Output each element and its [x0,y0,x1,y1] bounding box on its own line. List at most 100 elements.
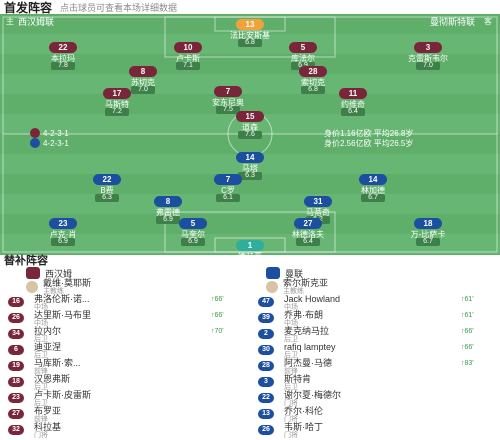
home-player[interactable]: 3 克雷斯韦尔 7.0 [395,42,461,72]
away-sub-item[interactable]: 26 韦斯·哈丁 门将 [256,423,496,439]
sub-position: 后卫 [284,352,298,359]
home-sub-item[interactable]: 19 马库斯·索... 前锋 [6,359,246,375]
home-player[interactable]: 28 索切克 6.8 [280,66,346,96]
player-name: 卢克·肖 [49,230,77,239]
away-crest-icon [30,138,40,148]
sub-position: 后卫 [34,400,48,407]
away-player[interactable]: 22 B费 6.3 [74,174,140,204]
player-rating: 6.4 [341,108,365,116]
shirt-number: 26 [258,425,274,435]
sub-name: 迪亚涅 [34,342,62,352]
shirt-number: 8 [129,66,157,77]
away-sub-item[interactable]: 2 麦克纳马拉 后卫 ↑66' [256,326,496,343]
sub-position: 中场 [284,320,298,327]
shirt-number: 22 [49,42,77,53]
home-player[interactable]: 15 道森 7.6 [217,111,283,141]
away-player[interactable]: 18 万-比萨卡 6.7 [395,218,461,248]
sub-minute: ↑61' [461,296,474,303]
home-crest-icon [26,267,40,279]
sub-name: 弗洛伦斯·诺... [34,294,90,304]
shirt-number: 13 [258,409,274,419]
sub-position: 后卫 [284,384,298,391]
sub-position: 后卫 [34,352,48,359]
home-player[interactable]: 22 本拉玛 7.8 [30,42,96,72]
away-crest-icon [266,267,280,279]
sub-minute: ↑61' [461,312,474,319]
away-player[interactable]: 14 林加德 6.7 [340,174,406,204]
home-sub-item[interactable]: 6 迪亚涅 后卫 [6,342,246,359]
home-player[interactable]: 7 安东尼奥 7.5 [195,86,261,116]
away-player[interactable]: 8 弗雷德 6.9 [135,196,201,226]
home-player[interactable]: 10 卢卡斯 7.1 [155,42,221,72]
home-team-info: 身价1.16亿欧 平均26.8岁 [324,129,414,138]
away-coach[interactable]: 索尔斯克亚 主教练 [266,279,328,295]
home-sub-item[interactable]: 18 汉恩弗斯 后卫 [6,374,246,391]
home-tag: 主 [6,17,14,26]
sub-position: 门将 [284,416,298,423]
home-player[interactable]: 13 法比安斯基 6.8 [217,19,283,49]
home-player[interactable]: 17 马斯特 7.2 [84,88,150,118]
lineup-subtitle: 点击球员可查看本场详细数据 [60,2,178,13]
player-name: 克雷斯韦尔 [408,54,448,63]
home-sub-item[interactable]: 34 拉内尔 后卫 ↑70' [6,326,246,343]
player-name: B费 [100,186,114,195]
away-sub-item[interactable]: 30 rafiq lamptey 后卫 ↑66' [256,343,496,359]
shirt-number: 18 [8,377,24,387]
shirt-number: 22 [258,393,274,403]
player-rating: 7.1 [176,62,200,70]
player-name: 林加德 [361,186,385,195]
away-player[interactable]: 7 C罗 6.1 [195,174,261,204]
shirt-number: 17 [103,88,131,99]
away-sub-item[interactable]: 39 乔弗·布朗 中场 ↑61' [256,310,496,327]
sub-name: 科拉基 [34,422,62,432]
avatar [266,281,278,293]
away-player[interactable]: 27 林德洛夫 6.4 [275,218,341,248]
away-sub-item[interactable]: 13 乔尔·科伦 门将 [256,407,496,423]
shirt-number: 14 [236,152,264,163]
away-player[interactable]: 1德赫亚6.9 [217,240,283,255]
shirt-number: 19 [8,361,24,371]
home-crest-icon [30,128,40,138]
sub-name: 阿杰曼·马德 [284,358,332,368]
home-sub-item[interactable]: 32 科拉基 门将 [6,422,246,439]
home-sub-item[interactable]: 26 达里斯·马布里 中场 ↑66' [6,311,246,327]
shirt-number: 32 [8,425,24,435]
shirt-number: 11 [339,88,367,99]
sub-position: 前锋 [284,368,298,375]
sub-minute: ↑66' [461,344,474,351]
away-tag: 客 [484,17,492,26]
away-sub-item[interactable]: 28 阿杰曼·马德 前锋 ↑83' [256,358,496,375]
shirt-number: 23 [8,393,24,403]
sub-position: 门将 [34,432,48,439]
shirt-number: 31 [304,196,332,207]
away-sub-item[interactable]: 22 谢尔夏·梅德尔 门将 [256,391,496,407]
sub-name: 汉恩弗斯 [34,374,71,384]
player-rating: 6.4 [296,238,320,246]
home-player[interactable]: 11 约维奇 6.4 [320,88,386,118]
home-sub-item[interactable]: 23 卢卡斯·皮雷斯 后卫 [6,391,246,407]
player-name: 约维奇 [341,100,365,109]
sub-name: 乔弗·布朗 [284,310,323,320]
away-subs-header[interactable]: 曼联 [266,266,303,280]
away-formation-row: 4-2-3-1 [30,138,69,148]
home-sub-item[interactable]: 16 弗洛伦斯·诺... 中场 ↑66' [6,294,246,311]
player-name: 弗雷德 [156,208,180,217]
sub-name: 布罗亚 [34,406,62,416]
away-team-name: 曼彻斯特联 [430,17,476,27]
shirt-number: 15 [236,111,264,122]
sub-name: 拉内尔 [34,326,62,336]
shirt-number: 27 [8,409,24,419]
home-subs-header[interactable]: 西汉姆 [26,266,72,280]
home-coach[interactable]: 戴维·莫耶斯 主教练 [26,279,91,295]
away-player[interactable]: 23 卢克·肖 6.9 [30,218,96,248]
away-player[interactable]: 14 马塔 6.3 [217,152,283,182]
home-player[interactable]: 8 苏切克 7.0 [110,66,176,96]
subs-title: 替补阵容 [0,255,500,267]
sub-name: 麦克纳马拉 [284,326,330,336]
player-name: 林德洛夫 [292,230,324,239]
sub-minute: ↑70' [211,328,224,335]
away-sub-item[interactable]: 47 Jack Howland 中场 ↑61' [256,295,496,311]
away-sub-item[interactable]: 3 斯特肯 后卫 [256,375,496,391]
home-sub-item[interactable]: 27 布罗亚 前锋 [6,406,246,423]
away-player[interactable]: 5 马奎尔 6.9 [160,218,226,248]
